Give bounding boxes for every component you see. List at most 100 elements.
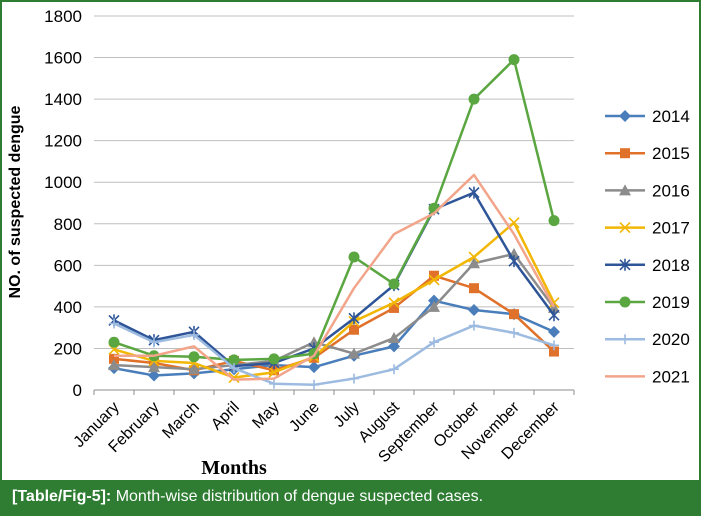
data-point xyxy=(428,300,440,312)
data-point xyxy=(148,361,160,373)
data-point xyxy=(188,351,200,363)
data-point xyxy=(309,379,319,390)
y-tick-label: 1600 xyxy=(44,49,82,68)
data-point xyxy=(389,364,399,375)
y-tick-label: 1800 xyxy=(44,7,82,26)
data-point xyxy=(469,283,479,294)
legend-label: 2019 xyxy=(652,293,690,312)
y-axis-label: NO. of suspected dengue xyxy=(7,105,24,298)
legend-label: 2021 xyxy=(652,367,690,386)
data-point xyxy=(149,337,159,348)
series-line xyxy=(113,58,556,362)
series-line xyxy=(113,221,556,379)
data-point xyxy=(468,304,480,317)
data-point xyxy=(189,329,199,340)
series-line xyxy=(113,252,556,371)
legend: 2014 2015 2016 2017 2018 2019 2020 2021 xyxy=(605,107,690,386)
data-point xyxy=(388,278,400,290)
series-lines xyxy=(108,54,560,390)
legend-item: 2020 xyxy=(605,330,690,349)
legend-label: 2020 xyxy=(652,330,690,349)
y-tick-label: 200 xyxy=(54,339,82,358)
legend-label: 2018 xyxy=(652,256,690,275)
data-point xyxy=(269,365,279,376)
data-point xyxy=(348,347,360,359)
data-point xyxy=(468,186,480,199)
series-line xyxy=(113,299,555,377)
legend-item: 2021 xyxy=(605,367,690,386)
data-point xyxy=(619,222,631,234)
legend-label: 2017 xyxy=(652,219,690,238)
series-line xyxy=(113,322,555,387)
caption-text: Month-wise distribution of dengue suspec… xyxy=(115,488,484,505)
data-point xyxy=(348,312,360,325)
y-tick-label: 1200 xyxy=(44,132,82,151)
y-tick-labels: 0 200 400 600 800 1000 1200 1400 1600 1800 xyxy=(44,7,82,400)
series-2021 xyxy=(114,173,556,381)
data-point xyxy=(509,327,519,338)
grid-lines xyxy=(94,15,574,349)
data-point xyxy=(509,309,519,320)
y-tick-label: 1000 xyxy=(44,173,82,192)
data-point xyxy=(388,297,400,309)
series-line xyxy=(113,191,556,368)
data-point xyxy=(388,332,400,344)
data-point xyxy=(429,337,439,348)
data-point xyxy=(619,258,631,271)
data-point xyxy=(468,257,480,269)
data-point xyxy=(468,251,480,263)
data-point xyxy=(468,93,480,105)
legend-item: 2017 xyxy=(605,219,690,238)
data-point xyxy=(188,363,200,375)
data-point xyxy=(429,270,439,281)
data-point xyxy=(619,296,631,308)
x-tick-label: March xyxy=(159,399,202,442)
data-point xyxy=(549,346,559,357)
x-tick-label: April xyxy=(208,399,243,434)
caption-label: [Table/Fig-5]: xyxy=(12,488,112,505)
data-point xyxy=(268,353,280,365)
y-tick-label: 800 xyxy=(54,215,82,234)
data-point xyxy=(108,336,120,348)
line-chart: 0 200 400 600 800 1000 1200 1400 1600 1800 Januar… xyxy=(7,7,690,479)
legend-item: 2016 xyxy=(605,181,690,200)
data-point xyxy=(228,371,240,384)
y-tick-label: 0 xyxy=(73,381,82,400)
x-tick-label: June xyxy=(286,399,323,436)
data-point xyxy=(229,363,239,374)
data-point xyxy=(308,361,320,374)
data-point xyxy=(508,255,520,268)
legend-label: 2016 xyxy=(652,181,690,200)
x-tick-label: May xyxy=(249,399,282,432)
legend-label: 2014 xyxy=(652,107,690,126)
data-point xyxy=(148,369,160,382)
x-axis-label: Months xyxy=(201,457,267,479)
x-tick-label: July xyxy=(331,399,363,431)
legend-item: 2019 xyxy=(605,293,690,312)
data-point xyxy=(348,251,360,263)
data-point xyxy=(619,184,631,196)
data-point xyxy=(508,217,520,229)
data-point xyxy=(269,378,279,389)
data-point xyxy=(548,325,560,338)
series-2020 xyxy=(109,318,559,390)
data-point xyxy=(469,320,479,331)
series-line xyxy=(114,173,556,381)
data-point xyxy=(108,359,120,371)
data-point xyxy=(549,340,559,351)
data-point xyxy=(548,215,560,227)
data-point xyxy=(349,373,359,384)
data-point xyxy=(389,302,399,313)
legend-item: 2018 xyxy=(605,256,690,275)
data-point xyxy=(428,274,440,286)
series-2019 xyxy=(108,54,560,366)
axes xyxy=(93,389,575,395)
y-tick-label: 600 xyxy=(54,256,82,275)
data-point xyxy=(620,334,630,345)
data-point xyxy=(508,54,520,66)
legend-item: 2014 xyxy=(605,107,690,126)
legend-label: 2015 xyxy=(652,144,690,163)
data-point xyxy=(109,353,119,364)
